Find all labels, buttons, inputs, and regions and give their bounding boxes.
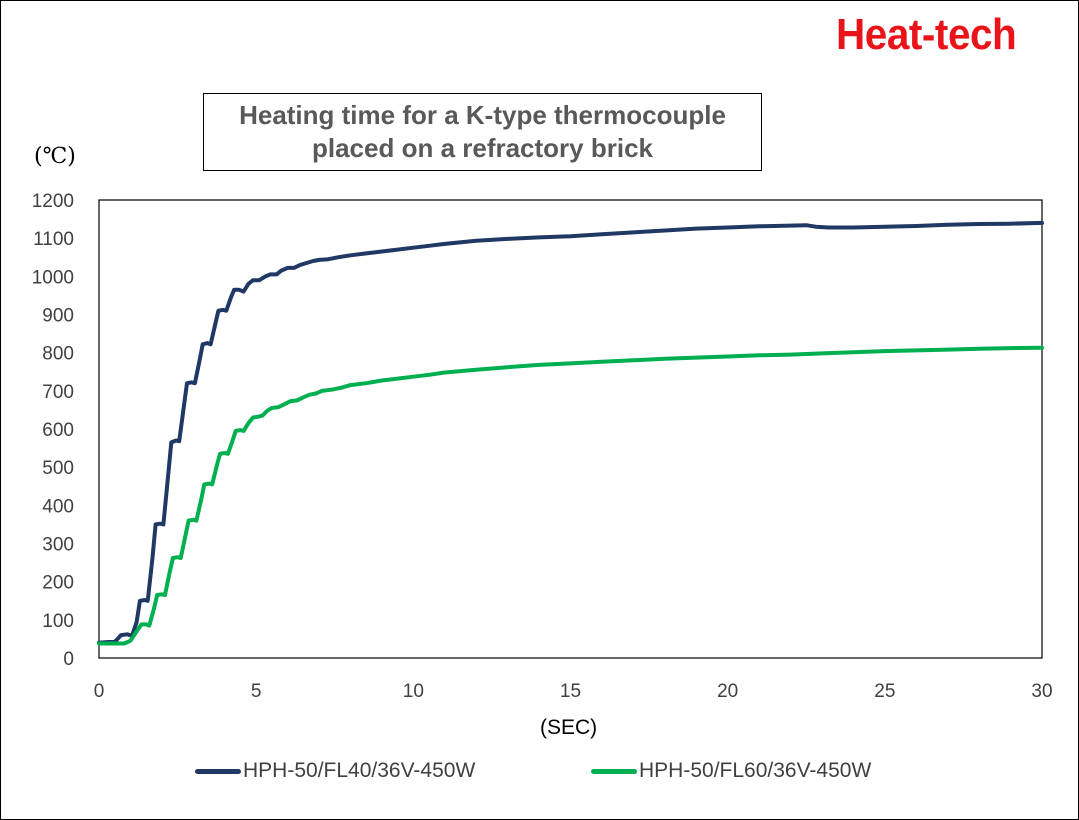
- y-tick-label: 200: [42, 573, 74, 594]
- y-tick-labels: 0 100 200 300 400 500 600 700 800 900 1000 1100 1200: [32, 191, 74, 670]
- y-tick-label: 0: [63, 649, 74, 670]
- x-tick-label: 20: [717, 681, 738, 702]
- series-lines: [97, 220, 1044, 646]
- y-tick-label: 700: [42, 382, 74, 403]
- x-tick-label: 0: [94, 681, 105, 702]
- legend-item-series-1: HPH-50/FL40/36V-450W: [195, 754, 475, 788]
- chart-title: Heating time for a K-type thermocouple p…: [239, 100, 726, 163]
- y-tick-label: 1200: [32, 191, 74, 212]
- y-tick-label: 1000: [32, 267, 74, 288]
- x-tick-label: 10: [403, 681, 424, 702]
- x-tick-label: 15: [560, 681, 581, 702]
- y-tick-label: 300: [42, 535, 74, 556]
- legend: HPH-50/FL40/36V-450W HPH-50/FL60/36V-450…: [0, 754, 1079, 788]
- x-tick-labels: 0 5 10 15 20 25 30: [94, 681, 1053, 702]
- series-line-2: [97, 345, 1044, 646]
- y-tick-label: 1100: [33, 229, 74, 250]
- y-tick-label: 600: [42, 420, 74, 441]
- x-tick-label: 5: [251, 681, 262, 702]
- plot-area: [98, 199, 1043, 659]
- y-tick-label: 800: [42, 344, 74, 365]
- x-axis-label: (SEC): [540, 716, 598, 739]
- legend-label-series-1: HPH-50/FL40/36V-450W: [243, 759, 476, 782]
- legend-item-series-2: HPH-50/FL60/36V-450W: [591, 754, 871, 788]
- legend-swatch-series-2: [591, 768, 637, 774]
- legend-swatch-series-1: [195, 768, 241, 774]
- y-axis-label: (℃): [34, 144, 76, 169]
- y-tick-label: 500: [42, 458, 74, 479]
- brand-logo: Heat-tech: [836, 10, 1017, 59]
- y-tick-label: 900: [42, 306, 74, 327]
- x-tick-label: 25: [874, 681, 895, 702]
- x-tick-label: 30: [1031, 681, 1052, 702]
- legend-label-series-2: HPH-50/FL60/36V-450W: [639, 759, 872, 782]
- y-tick-label: 100: [42, 611, 74, 632]
- series-line-1: [97, 220, 1044, 645]
- chart-title-box: Heating time for a K-type thermocouple p…: [203, 93, 762, 171]
- y-tick-label: 400: [42, 496, 74, 517]
